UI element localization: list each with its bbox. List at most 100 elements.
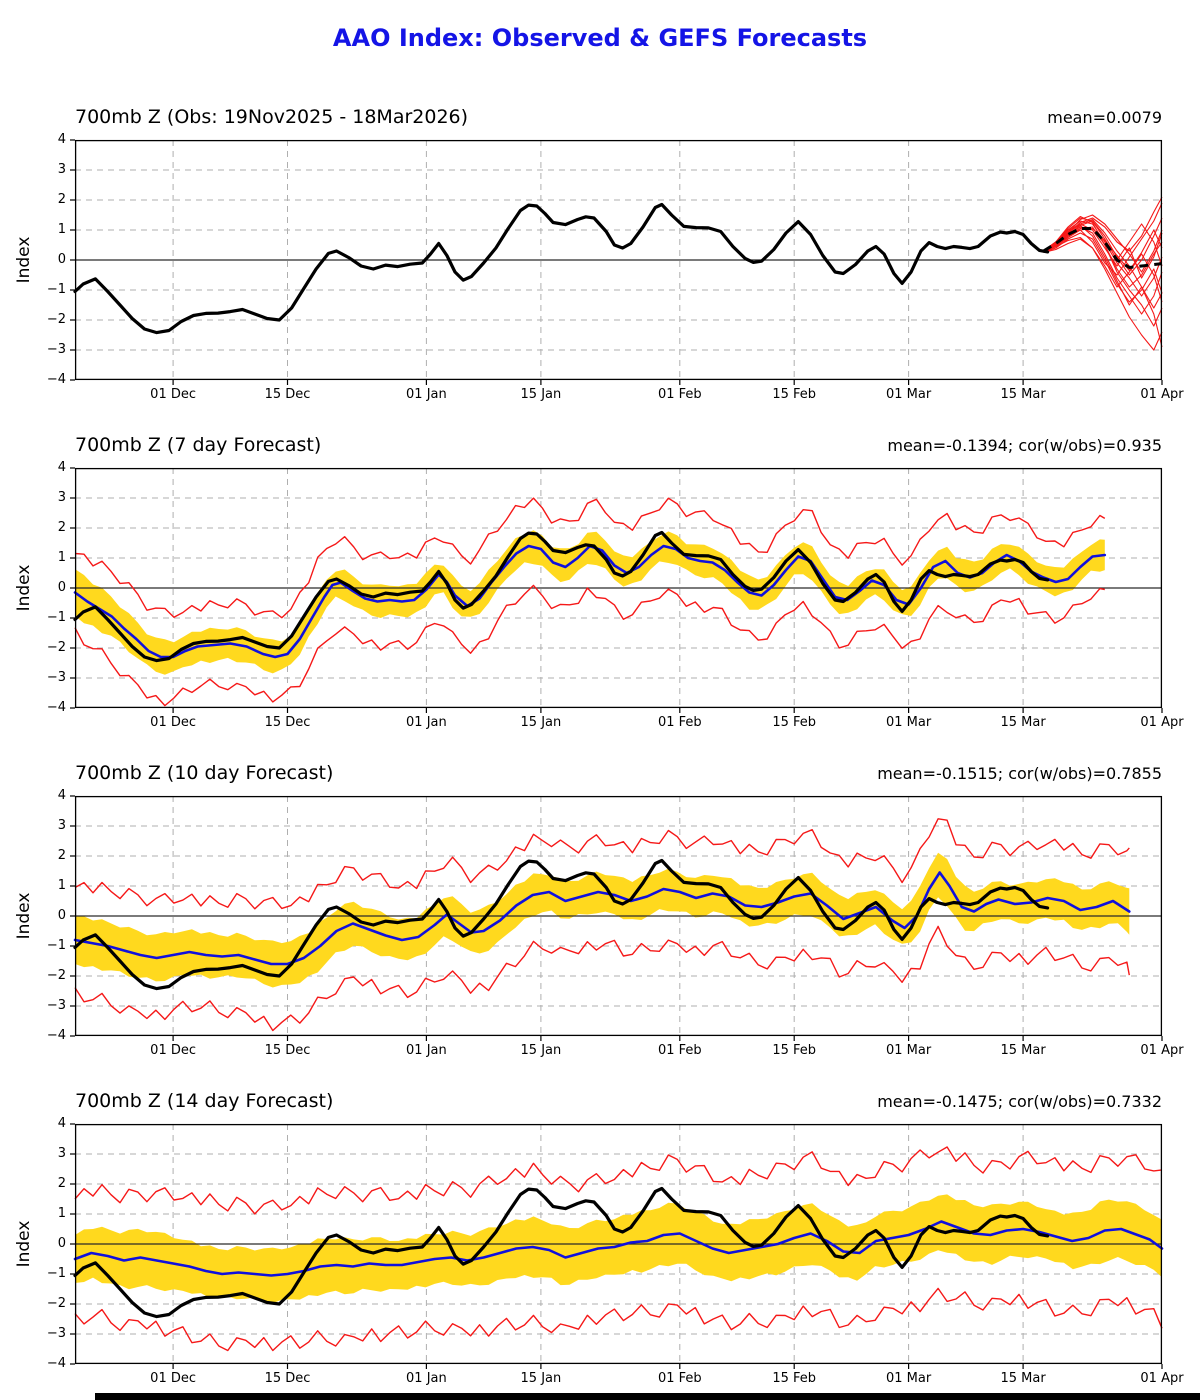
x-tick-label: 01 Mar (885, 715, 932, 730)
envelope-upper-line (74, 497, 1106, 619)
forecast-mean-line (73, 1220, 1164, 1277)
panel-1-title: 700mb Z (Obs: 19Nov2025 - 18Mar2026) (75, 106, 469, 128)
ensemble-member-line (1043, 218, 1163, 309)
y-tick-label: 3 (57, 818, 66, 833)
y-tick-label: 2 (57, 192, 66, 207)
ensemble-spread-band (75, 1194, 1162, 1304)
y-tick-label: −4 (46, 700, 66, 715)
panel-4-stats: mean=-0.1475; cor(w/obs)=0.7332 (877, 1091, 1162, 1111)
ensemble-spread-band (75, 852, 1130, 988)
x-tick-label: 01 Feb (657, 715, 702, 730)
plot-frame (74, 1123, 1163, 1365)
y-tick-label: −3 (46, 342, 66, 357)
y-tick-label: 0 (57, 580, 66, 595)
x-tick-label: 01 Feb (657, 1371, 702, 1386)
y-tick-label: 2 (57, 1176, 66, 1191)
observed-line (73, 858, 1050, 991)
panel-1-header: 700mb Z (Obs: 19Nov2025 - 18Mar2026) mea… (75, 107, 1162, 128)
y-tick-label: 4 (57, 1116, 66, 1131)
panel-3-stats: mean=-0.1515; cor(w/obs)=0.7855 (877, 763, 1162, 783)
x-tick-label: 01 Mar (885, 1371, 932, 1386)
ensemble-member-line (1043, 215, 1163, 327)
panel-2-title: 700mb Z (7 day Forecast) (75, 434, 322, 456)
observed-line (73, 202, 1050, 335)
panel-2-plot (70, 467, 1163, 713)
x-tick-label: 01 Apr (1140, 715, 1184, 730)
y-tick-label: −4 (46, 1356, 66, 1371)
plot-frame (74, 139, 1163, 381)
x-tick-label: 01 Apr (1140, 1371, 1184, 1386)
panel-3-plot (70, 795, 1163, 1041)
x-tick-label: 01 Apr (1140, 1043, 1184, 1058)
x-tick-label: 01 Apr (1140, 387, 1184, 402)
x-tick-label: 15 Jan (520, 1371, 562, 1386)
y-tick-label: −2 (46, 968, 66, 983)
y-tick-label: 2 (57, 520, 66, 535)
ensemble-member-line (1043, 236, 1163, 351)
envelope-lower-line (74, 584, 1105, 707)
x-tick-label: 01 Dec (150, 715, 197, 730)
x-tick-label: 15 Mar (1000, 715, 1046, 730)
y-tick-label: 4 (57, 132, 66, 147)
x-tick-label: 15 Jan (520, 715, 562, 730)
y-tick-label: −1 (46, 1266, 66, 1281)
plot-frame (74, 467, 1163, 709)
x-tick-label: 15 Jan (520, 387, 562, 402)
panel-3-title: 700mb Z (10 day Forecast) (75, 762, 334, 784)
ensemble-member-line (1043, 226, 1163, 315)
y-tick-label: 1 (57, 878, 66, 893)
y-tick-label: 0 (57, 1236, 66, 1251)
panel-3-header: 700mb Z (10 day Forecast) mean=-0.1515; … (75, 763, 1162, 784)
ensemble-mean-dashed-line (1042, 227, 1163, 269)
x-tick-label: 01 Mar (885, 387, 932, 402)
y-tick-label: 4 (57, 460, 66, 475)
observed-line (73, 530, 1050, 663)
panel-4-title: 700mb Z (14 day Forecast) (75, 1090, 334, 1112)
y-tick-label: 3 (57, 162, 66, 177)
bottom-bar (95, 1393, 1200, 1400)
envelope-lower-line (74, 1287, 1163, 1352)
ensemble-member-line (1043, 202, 1163, 276)
x-tick-label: 15 Feb (772, 715, 817, 730)
plot-frame (74, 795, 1163, 1037)
x-tick-label: 15 Dec (264, 715, 311, 730)
x-tick-label: 01 Feb (657, 1043, 702, 1058)
panel-2-header: 700mb Z (7 day Forecast) mean=-0.1394; c… (75, 435, 1162, 456)
y-tick-label: 3 (57, 490, 66, 505)
x-tick-label: 01 Jan (406, 715, 447, 730)
x-tick-label: 01 Jan (406, 1371, 447, 1386)
x-tick-label: 15 Feb (772, 387, 817, 402)
x-tick-label: 01 Dec (150, 1371, 197, 1386)
x-tick-label: 15 Mar (1000, 1043, 1046, 1058)
ensemble-member-line (1043, 217, 1163, 267)
y-tick-label: −1 (46, 938, 66, 953)
x-tick-label: 01 Jan (406, 1043, 447, 1058)
panel-1-stats: mean=0.0079 (1047, 107, 1162, 127)
y-tick-label: −4 (46, 1028, 66, 1043)
page-title: AAO Index: Observed & GEFS Forecasts (332, 24, 868, 52)
panel-1-plot (70, 139, 1163, 385)
panel-2-stats: mean=-0.1394; cor(w/obs)=0.935 (887, 435, 1162, 455)
x-tick-label: 15 Dec (264, 387, 311, 402)
x-tick-label: 01 Jan (406, 387, 447, 402)
y-tick-label: −3 (46, 670, 66, 685)
observed-line (73, 1186, 1050, 1319)
x-tick-label: 15 Dec (264, 1043, 311, 1058)
ensemble-spread-band (75, 530, 1105, 675)
envelope-upper-line (74, 1146, 1163, 1215)
x-tick-label: 01 Dec (150, 387, 197, 402)
ensemble-member-line (1043, 224, 1163, 348)
x-tick-label: 15 Mar (1000, 387, 1046, 402)
y-tick-label: 4 (57, 788, 66, 803)
y-tick-label: 1 (57, 1206, 66, 1221)
y-tick-label: −4 (46, 372, 66, 387)
y-tick-label: 1 (57, 222, 66, 237)
y-tick-label: 3 (57, 1146, 66, 1161)
y-tick-label: −1 (46, 282, 66, 297)
panel-4-header: 700mb Z (14 day Forecast) mean=-0.1475; … (75, 1091, 1162, 1112)
y-tick-label: −1 (46, 610, 66, 625)
x-tick-label: 15 Feb (772, 1043, 817, 1058)
y-tick-label: −2 (46, 312, 66, 327)
x-tick-label: 01 Feb (657, 387, 702, 402)
